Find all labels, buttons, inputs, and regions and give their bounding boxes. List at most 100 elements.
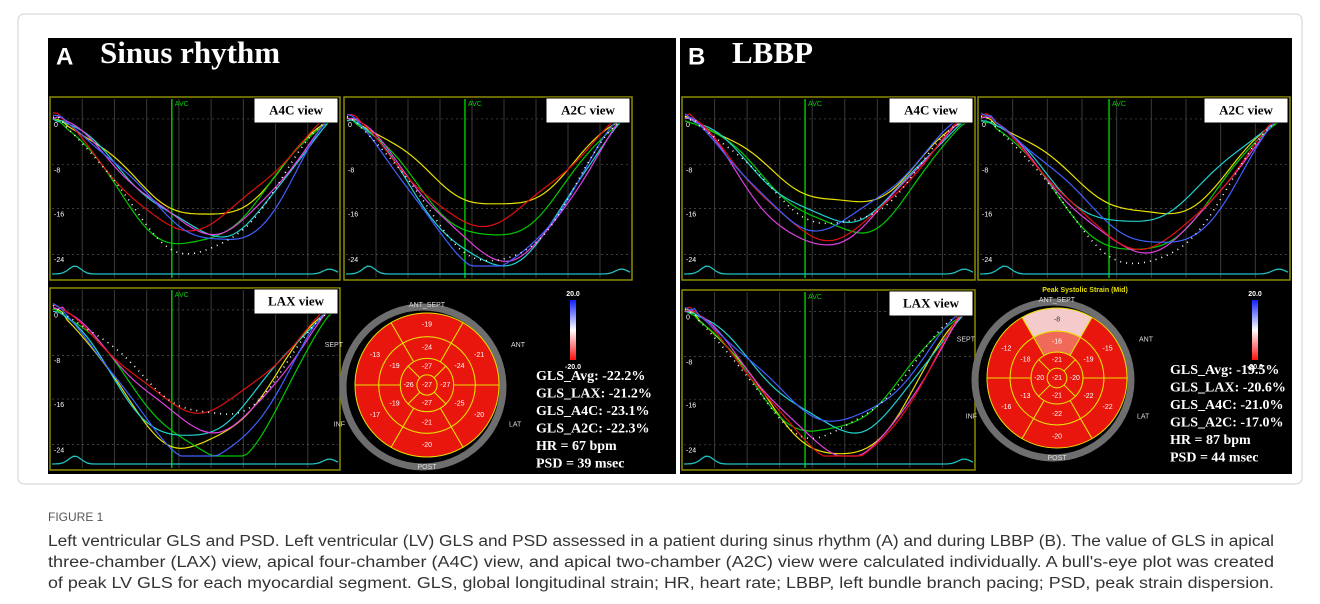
- y-tick-label: -16: [348, 211, 358, 218]
- plot-frame: [344, 97, 632, 280]
- orientation-label: POST: [417, 464, 437, 471]
- stat-line: GLS_Avg: -22.2%: [536, 369, 645, 384]
- avc-label: AVC: [808, 101, 822, 108]
- segment-value: -26: [404, 382, 414, 389]
- y-tick-label: -24: [348, 257, 358, 264]
- orientation-label: ANT_SEPT: [1039, 297, 1076, 304]
- segment-value: -16: [1052, 338, 1062, 345]
- segment-value: -21: [422, 419, 432, 426]
- segment-value: -18: [1020, 357, 1030, 364]
- y-tick-label: -24: [686, 448, 696, 455]
- orientation-label: ANT_SEPT: [409, 302, 446, 309]
- y-tick-label: -24: [982, 257, 992, 264]
- avc-label: AVC: [1112, 101, 1126, 108]
- y-tick-label: -8: [54, 168, 60, 175]
- segment-value: -22: [1052, 411, 1062, 418]
- segment-value: -12: [1001, 346, 1011, 353]
- orientation-label: ANT: [1139, 336, 1154, 343]
- orientation-label: INF: [334, 421, 345, 428]
- y-tick-label: 0: [54, 313, 58, 320]
- stat-line: GLS_A4C: -21.0%: [1170, 398, 1284, 413]
- y-tick-label: -16: [982, 211, 992, 218]
- scale-max: 20.0: [1248, 291, 1262, 298]
- y-tick-label: -8: [348, 168, 354, 175]
- avc-label: AVC: [175, 101, 189, 108]
- segment-value: -24: [454, 363, 464, 370]
- segment-value: -24: [422, 344, 432, 351]
- segment-value: -27: [422, 400, 432, 407]
- color-scale: [1252, 300, 1258, 360]
- segment-value: -22: [1083, 393, 1093, 400]
- y-tick-label: -8: [686, 168, 692, 175]
- avc-label: AVC: [468, 101, 482, 108]
- segment-value: -20: [1070, 375, 1080, 382]
- segment-value: -21: [474, 352, 484, 359]
- stat-line: GLS_A2C: -22.3%: [536, 422, 650, 437]
- orientation-label: INF: [966, 413, 977, 420]
- segment-value: -13: [1020, 393, 1030, 400]
- caption-line: of peak LV GLS for each myocardial segme…: [48, 575, 1274, 592]
- scale-max: 20.0: [566, 291, 580, 298]
- orientation-label: SEPT: [957, 336, 976, 343]
- y-tick-label: -24: [686, 257, 696, 264]
- segment-value: -25: [454, 401, 464, 408]
- y-tick-label: -16: [686, 211, 696, 218]
- caption-line: Left ventricular GLS and PSD. Left ventr…: [48, 533, 1274, 550]
- segment-value: -21: [1052, 357, 1062, 364]
- segment-value: -15: [1103, 346, 1113, 353]
- orientation-label: POST: [1047, 455, 1067, 462]
- stat-line: PSD = 44 msec: [1170, 451, 1258, 466]
- y-tick-label: -16: [54, 211, 64, 218]
- stat-line: GLS_Avg: -19.5%: [1170, 363, 1279, 378]
- view-label: A2C view: [561, 102, 615, 117]
- y-tick-label: -16: [54, 402, 64, 409]
- view-label: A2C view: [1219, 102, 1273, 117]
- segment-value: -16: [1001, 404, 1011, 411]
- segment-value: -27: [422, 382, 432, 389]
- stat-line: HR = 67 bpm: [536, 439, 617, 454]
- segment-value: -20: [474, 412, 484, 419]
- plot-frame: [50, 97, 340, 280]
- y-tick-label: 0: [686, 314, 690, 321]
- stat-line: PSD = 39 msec: [536, 457, 624, 472]
- view-label: LAX view: [268, 293, 325, 308]
- stat-line: GLS_LAX: -20.6%: [1170, 381, 1286, 396]
- segment-value: -17: [370, 412, 380, 419]
- view-label: A4C view: [269, 102, 323, 117]
- segment-value: -19: [422, 322, 432, 329]
- plot-frame: [682, 97, 975, 280]
- plot-frame: [50, 288, 340, 470]
- avc-label: AVC: [175, 292, 189, 299]
- segment-value: -19: [1083, 357, 1093, 364]
- segment-value: -8: [1054, 316, 1060, 323]
- y-tick-label: -8: [54, 358, 60, 365]
- y-tick-label: -24: [54, 447, 64, 454]
- view-label: LAX view: [903, 295, 960, 310]
- segment-value: -27: [422, 363, 432, 370]
- y-tick-label: -16: [686, 403, 696, 410]
- y-tick-label: -24: [54, 257, 64, 264]
- plot-frame: [682, 290, 975, 470]
- caption-label: FIGURE 1: [48, 510, 104, 524]
- view-label: A4C view: [904, 102, 958, 117]
- avc-label: AVC: [808, 294, 822, 301]
- segment-value: -19: [390, 363, 400, 370]
- page: ASinus rhythm0-8-16-24AVCA4C view0-8-16-…: [0, 0, 1320, 604]
- y-tick-label: 0: [348, 122, 352, 129]
- segment-value: -20: [422, 442, 432, 449]
- segment-value: -20: [1034, 375, 1044, 382]
- stat-line: GLS_A4C: -23.1%: [536, 404, 650, 419]
- y-tick-label: 0: [54, 122, 58, 129]
- stat-line: HR = 87 bpm: [1170, 433, 1251, 448]
- orientation-label: LAT: [509, 421, 522, 428]
- segment-value: -22: [1103, 404, 1113, 411]
- caption-line: three-chamber (LAX) view, apical four-ch…: [48, 554, 1274, 571]
- figure: ASinus rhythm0-8-16-24AVCA4C view0-8-16-…: [0, 0, 1320, 604]
- segment-value: -13: [370, 352, 380, 359]
- orientation-label: ANT: [511, 342, 526, 349]
- segment-value: -20: [1052, 433, 1062, 440]
- panel-letter: B: [688, 43, 705, 70]
- stat-line: GLS_LAX: -21.2%: [536, 387, 652, 402]
- plot-frame: [978, 97, 1290, 280]
- y-tick-label: -8: [686, 359, 692, 366]
